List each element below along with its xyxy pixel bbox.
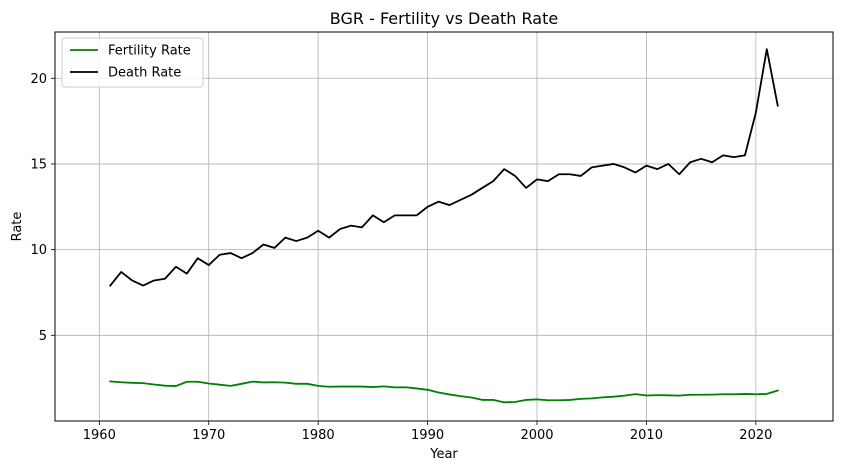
x-tick-label: 1980 [302, 428, 335, 443]
legend: Fertility Rate Death Rate [61, 37, 204, 88]
plot-frame [54, 31, 834, 422]
y-tick-label: 15 [30, 157, 47, 172]
y-tick-label: 5 [39, 329, 47, 344]
chart-title: BGR - Fertility vs Death Rate [330, 9, 558, 28]
series-lines [108, 48, 779, 404]
y-tick-label: 10 [30, 243, 47, 258]
y-axis-label: Rate [10, 212, 25, 242]
x-tick-label: 2020 [739, 428, 772, 443]
axis-ticks: 1960 1970 1980 1990 2000 2010 2020 5 10 15 20 [30, 72, 772, 443]
x-tick-label: 1990 [411, 428, 444, 443]
fertility-rate-line [109, 380, 779, 404]
x-tick-label: 2000 [520, 428, 553, 443]
death-rate-line [108, 48, 779, 287]
x-tick-label: 1960 [83, 428, 116, 443]
x-tick-label: 1970 [192, 428, 225, 443]
y-tick-label: 20 [30, 72, 47, 87]
x-axis-label: Year [429, 447, 458, 462]
x-tick-label: 2010 [630, 428, 663, 443]
legend-label-death-rate: Death Rate [108, 66, 181, 81]
legend-label-fertility-rate: Fertility Rate [108, 44, 191, 59]
